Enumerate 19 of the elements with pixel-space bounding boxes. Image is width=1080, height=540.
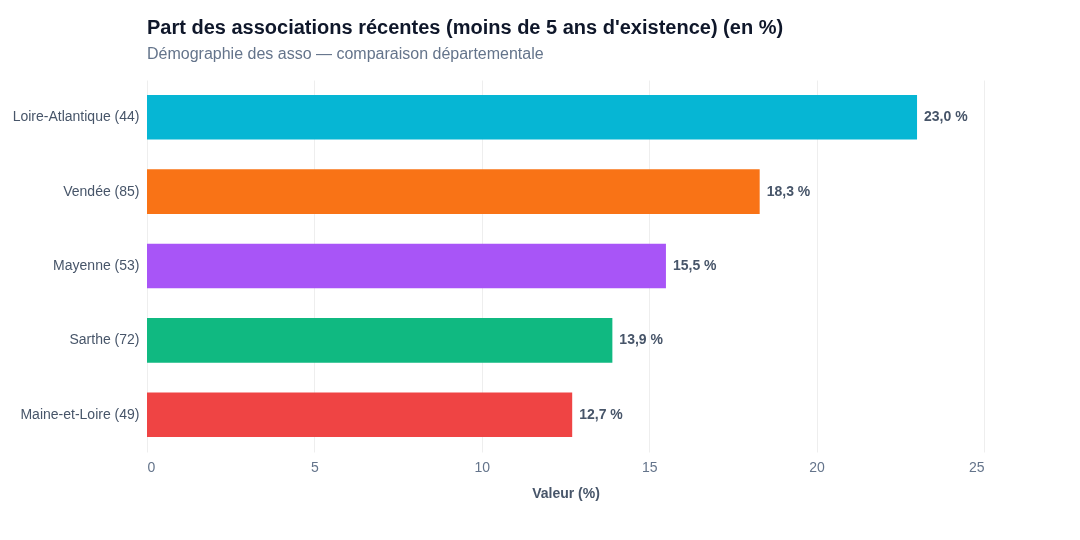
y-tick-label: Sarthe (72) [69, 331, 140, 348]
x-tick-label: 10 [474, 458, 491, 475]
data-label: 23,0 % [924, 108, 969, 125]
y-tick-label: Loire-Atlantique (44) [12, 108, 140, 125]
x-tick-label: 25 [968, 458, 985, 475]
y-tick-label: Vendée (85) [63, 182, 140, 199]
chart-title: Part des associations récentes (moins de 5 ans d'existence) (en %) [147, 16, 784, 38]
x-tick-label: 20 [809, 458, 826, 475]
x-axis-title: Valeur (%) [532, 484, 600, 501]
x-tick-label: 5 [311, 458, 319, 475]
y-tick-label: Maine-et-Loire (49) [20, 405, 140, 422]
x-tick-label: 0 [147, 458, 156, 475]
data-label: 12,7 % [579, 405, 624, 422]
chart-subtitle: Démographie des asso — comparaison départementale [147, 45, 544, 62]
x-tick-label: 15 [641, 458, 658, 475]
data-label: 13,9 % [619, 331, 664, 348]
data-label: 18,3 % [766, 182, 811, 199]
y-tick-label: Mayenne (53) [53, 257, 140, 273]
data-label: 15,5 % [672, 257, 718, 273]
